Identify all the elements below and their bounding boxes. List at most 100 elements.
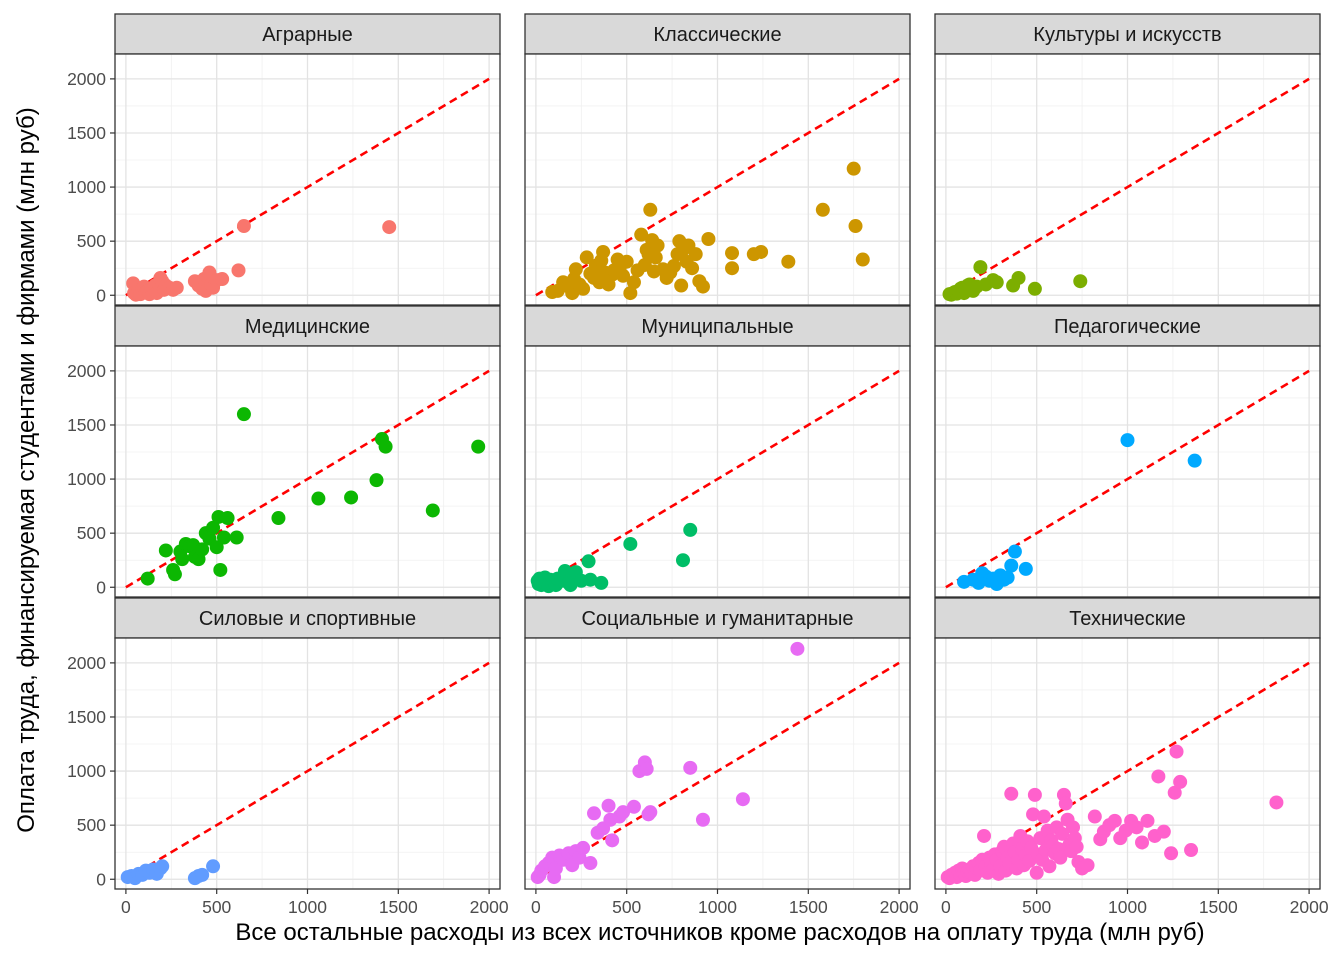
data-point: [236, 407, 251, 422]
facet-strip: [934, 597, 1321, 639]
data-point: [1058, 796, 1073, 811]
data-point: [683, 522, 698, 537]
x-tick-label: 2000: [470, 897, 509, 917]
data-point: [576, 281, 591, 296]
facet-panel: Культуры и искусств: [934, 13, 1321, 306]
data-point: [695, 812, 710, 827]
data-point: [1169, 744, 1184, 759]
facet-panel: Социальные и гуманитарные 0 500 1000 1500 200…: [524, 597, 919, 917]
data-point: [1036, 809, 1051, 824]
data-point: [195, 542, 210, 557]
facet-strip-label: Социальные и гуманитарные: [581, 608, 853, 630]
data-point: [220, 511, 235, 526]
data-point: [675, 553, 690, 568]
data-point: [1000, 570, 1015, 585]
x-tick-label: 2000: [880, 897, 919, 917]
data-point: [579, 250, 594, 265]
x-tick-label: 1000: [288, 897, 327, 917]
data-point: [1042, 859, 1057, 874]
facet-strip-label: Классические: [653, 24, 781, 46]
data-point: [616, 805, 631, 820]
data-point: [1004, 558, 1019, 573]
data-point: [643, 202, 658, 217]
data-point: [815, 202, 830, 217]
data-point: [623, 286, 638, 301]
data-point: [1053, 850, 1068, 865]
data-point: [735, 792, 750, 807]
data-point: [616, 268, 631, 283]
data-point: [848, 219, 863, 234]
data-point: [568, 262, 583, 277]
data-point: [213, 562, 228, 577]
data-point: [158, 543, 173, 558]
data-point: [977, 828, 992, 843]
facet-strip: [114, 597, 501, 639]
y-tick-label: 1000: [67, 469, 106, 489]
data-point: [169, 280, 184, 295]
data-point: [1007, 544, 1022, 559]
facet-panel: Силовые и спортивные 0 500 1000 1500 2000 0 500…: [67, 597, 509, 917]
facet-panel: Классические: [524, 13, 911, 306]
data-point: [1029, 865, 1044, 880]
y-tick-label: 1000: [67, 761, 106, 781]
data-point: [378, 439, 393, 454]
data-point: [650, 238, 665, 253]
facet-strip-label: Аграрные: [262, 24, 353, 46]
data-point: [725, 246, 740, 261]
data-point: [1027, 281, 1042, 296]
data-point: [344, 490, 359, 505]
x-tick-label: 500: [612, 897, 641, 917]
data-point: [1027, 787, 1042, 802]
y-tick-label: 500: [77, 815, 106, 835]
data-point: [583, 856, 598, 871]
reference-line: [945, 369, 1310, 589]
x-axis-title: Все остальные расходы из всех источников…: [235, 919, 1204, 946]
data-point: [781, 254, 796, 269]
data-point: [206, 520, 221, 535]
facet-strip-label: Медицинские: [245, 316, 370, 338]
facet-panel: Технические 0 500 1000 1500 2000: [934, 597, 1329, 917]
reference-line: [945, 77, 1310, 297]
reference-line: [535, 369, 900, 589]
data-point: [382, 220, 397, 235]
data-point: [1156, 824, 1171, 839]
data-point: [594, 575, 609, 590]
data-point: [1018, 561, 1033, 576]
facet-panel: Медицинские 0 500 1000 1500 2000: [67, 305, 501, 598]
x-tick-label: 1500: [789, 897, 828, 917]
data-point: [639, 761, 654, 776]
data-point: [1073, 274, 1088, 289]
y-tick-label: 1500: [67, 415, 106, 435]
x-tick-label: 0: [121, 897, 131, 917]
data-point: [195, 867, 210, 882]
data-point: [1120, 433, 1135, 448]
data-point: [1167, 785, 1182, 800]
data-point: [1269, 795, 1284, 810]
data-point: [155, 859, 170, 874]
data-point: [1151, 769, 1166, 784]
data-point: [695, 279, 710, 294]
data-point: [683, 760, 698, 775]
data-point: [623, 536, 638, 551]
data-point: [1055, 826, 1070, 841]
data-point: [626, 799, 641, 814]
panel-border: [524, 345, 911, 598]
data-point: [1164, 846, 1179, 861]
y-tick-label: 2000: [67, 69, 106, 89]
data-point: [626, 275, 641, 290]
data-point: [643, 805, 658, 820]
data-point: [634, 227, 649, 242]
panel-border: [524, 53, 911, 306]
panel-border: [114, 345, 501, 598]
data-point: [1011, 270, 1026, 285]
data-point: [1135, 835, 1150, 850]
data-point: [215, 272, 230, 287]
data-point: [206, 859, 221, 874]
data-point: [1080, 858, 1095, 873]
facet-strip: [934, 305, 1321, 347]
y-tick-label: 2000: [67, 361, 106, 381]
data-point: [231, 263, 246, 278]
data-point: [619, 254, 634, 269]
facet-strip-label: Силовые и спортивные: [199, 608, 416, 630]
